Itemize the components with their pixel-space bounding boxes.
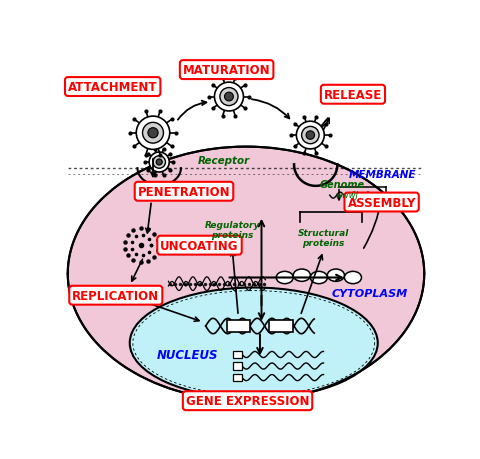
Text: ATTACHMENT: ATTACHMENT (68, 81, 157, 94)
Circle shape (156, 160, 162, 166)
Circle shape (301, 127, 319, 145)
Circle shape (148, 129, 158, 139)
Circle shape (215, 83, 243, 112)
Circle shape (149, 153, 169, 173)
Text: MEMBRANE: MEMBRANE (349, 169, 417, 179)
Text: RELEASE: RELEASE (324, 89, 382, 101)
Text: NUCLEUS: NUCLEUS (157, 348, 218, 361)
Text: Genome: Genome (320, 179, 365, 189)
Text: MATURATION: MATURATION (183, 64, 270, 77)
Circle shape (136, 117, 170, 150)
Text: Regulatory
proteins: Regulatory proteins (204, 221, 260, 240)
FancyBboxPatch shape (233, 351, 242, 358)
Text: Structural
proteins: Structural proteins (298, 228, 349, 247)
Circle shape (225, 93, 233, 102)
Text: CYTOPLASM: CYTOPLASM (332, 288, 408, 298)
Circle shape (220, 88, 238, 106)
FancyBboxPatch shape (269, 320, 292, 332)
Text: GENE EXPRESSION: GENE EXPRESSION (186, 394, 309, 407)
Ellipse shape (345, 272, 361, 284)
Ellipse shape (130, 288, 378, 398)
Text: UNCOATING: UNCOATING (160, 239, 239, 252)
Circle shape (143, 123, 164, 144)
Ellipse shape (311, 272, 327, 284)
Ellipse shape (276, 272, 293, 284)
FancyBboxPatch shape (233, 363, 242, 370)
Circle shape (153, 157, 166, 169)
FancyBboxPatch shape (227, 320, 250, 332)
Circle shape (296, 122, 324, 150)
Ellipse shape (68, 147, 424, 401)
Text: PENETRATION: PENETRATION (138, 185, 230, 198)
Text: ASSEMBLY: ASSEMBLY (348, 196, 416, 209)
Ellipse shape (293, 269, 311, 282)
FancyBboxPatch shape (233, 374, 242, 381)
Ellipse shape (327, 269, 345, 282)
Circle shape (306, 132, 314, 140)
Text: Receptor: Receptor (198, 156, 250, 166)
Text: wwwJ: wwwJ (335, 190, 358, 199)
Text: REPLICATION: REPLICATION (72, 289, 159, 302)
